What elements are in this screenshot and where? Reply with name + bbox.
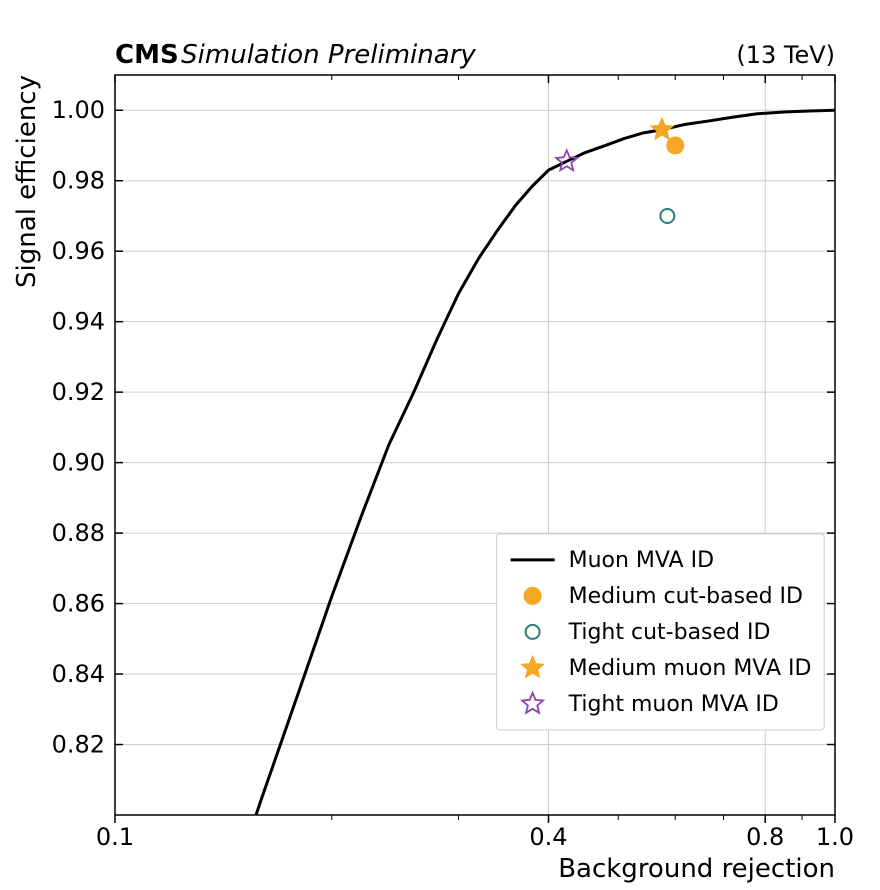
x-tick-label: 0.1 <box>96 823 134 851</box>
y-tick-label: 0.84 <box>52 660 105 688</box>
legend-label: Medium muon MVA ID <box>569 656 812 681</box>
legend-label: Tight muon MVA ID <box>568 692 779 717</box>
y-tick-label: 0.90 <box>52 449 105 477</box>
y-axis-label: Signal efficiency <box>12 75 42 288</box>
marker-medium_cut <box>524 587 542 605</box>
x-tick-label: 0.8 <box>746 823 784 851</box>
x-tick-label: 0.4 <box>529 823 567 851</box>
legend-label: Muon MVA ID <box>569 548 714 573</box>
y-tick-label: 1.00 <box>52 96 105 124</box>
legend-label: Medium cut-based ID <box>569 584 803 609</box>
title-energy: (13 TeV) <box>736 41 835 69</box>
x-tick-label: 1.0 <box>816 823 854 851</box>
legend-label: Tight cut-based ID <box>568 620 771 645</box>
y-tick-label: 0.86 <box>52 590 105 618</box>
title-subtitle: Simulation Preliminary <box>181 40 476 70</box>
title-cms: CMS <box>115 40 179 70</box>
chart-background <box>0 0 880 890</box>
legend: Muon MVA ID Medium cut-based ID Tight cut-… <box>497 534 825 730</box>
y-tick-label: 0.92 <box>52 378 105 406</box>
y-tick-label: 0.82 <box>52 731 105 759</box>
y-tick-label: 0.96 <box>52 237 105 265</box>
y-tick-label: 0.98 <box>52 167 105 195</box>
y-tick-label: 0.88 <box>52 519 105 547</box>
y-tick-label: 0.94 <box>52 308 105 336</box>
x-axis-label: Background rejection <box>558 854 835 884</box>
roc-chart: 0.1 0.4 0.8 1.0 0.82 0.84 0.86 0.88 0.90 0.92 0.94… <box>0 0 880 890</box>
